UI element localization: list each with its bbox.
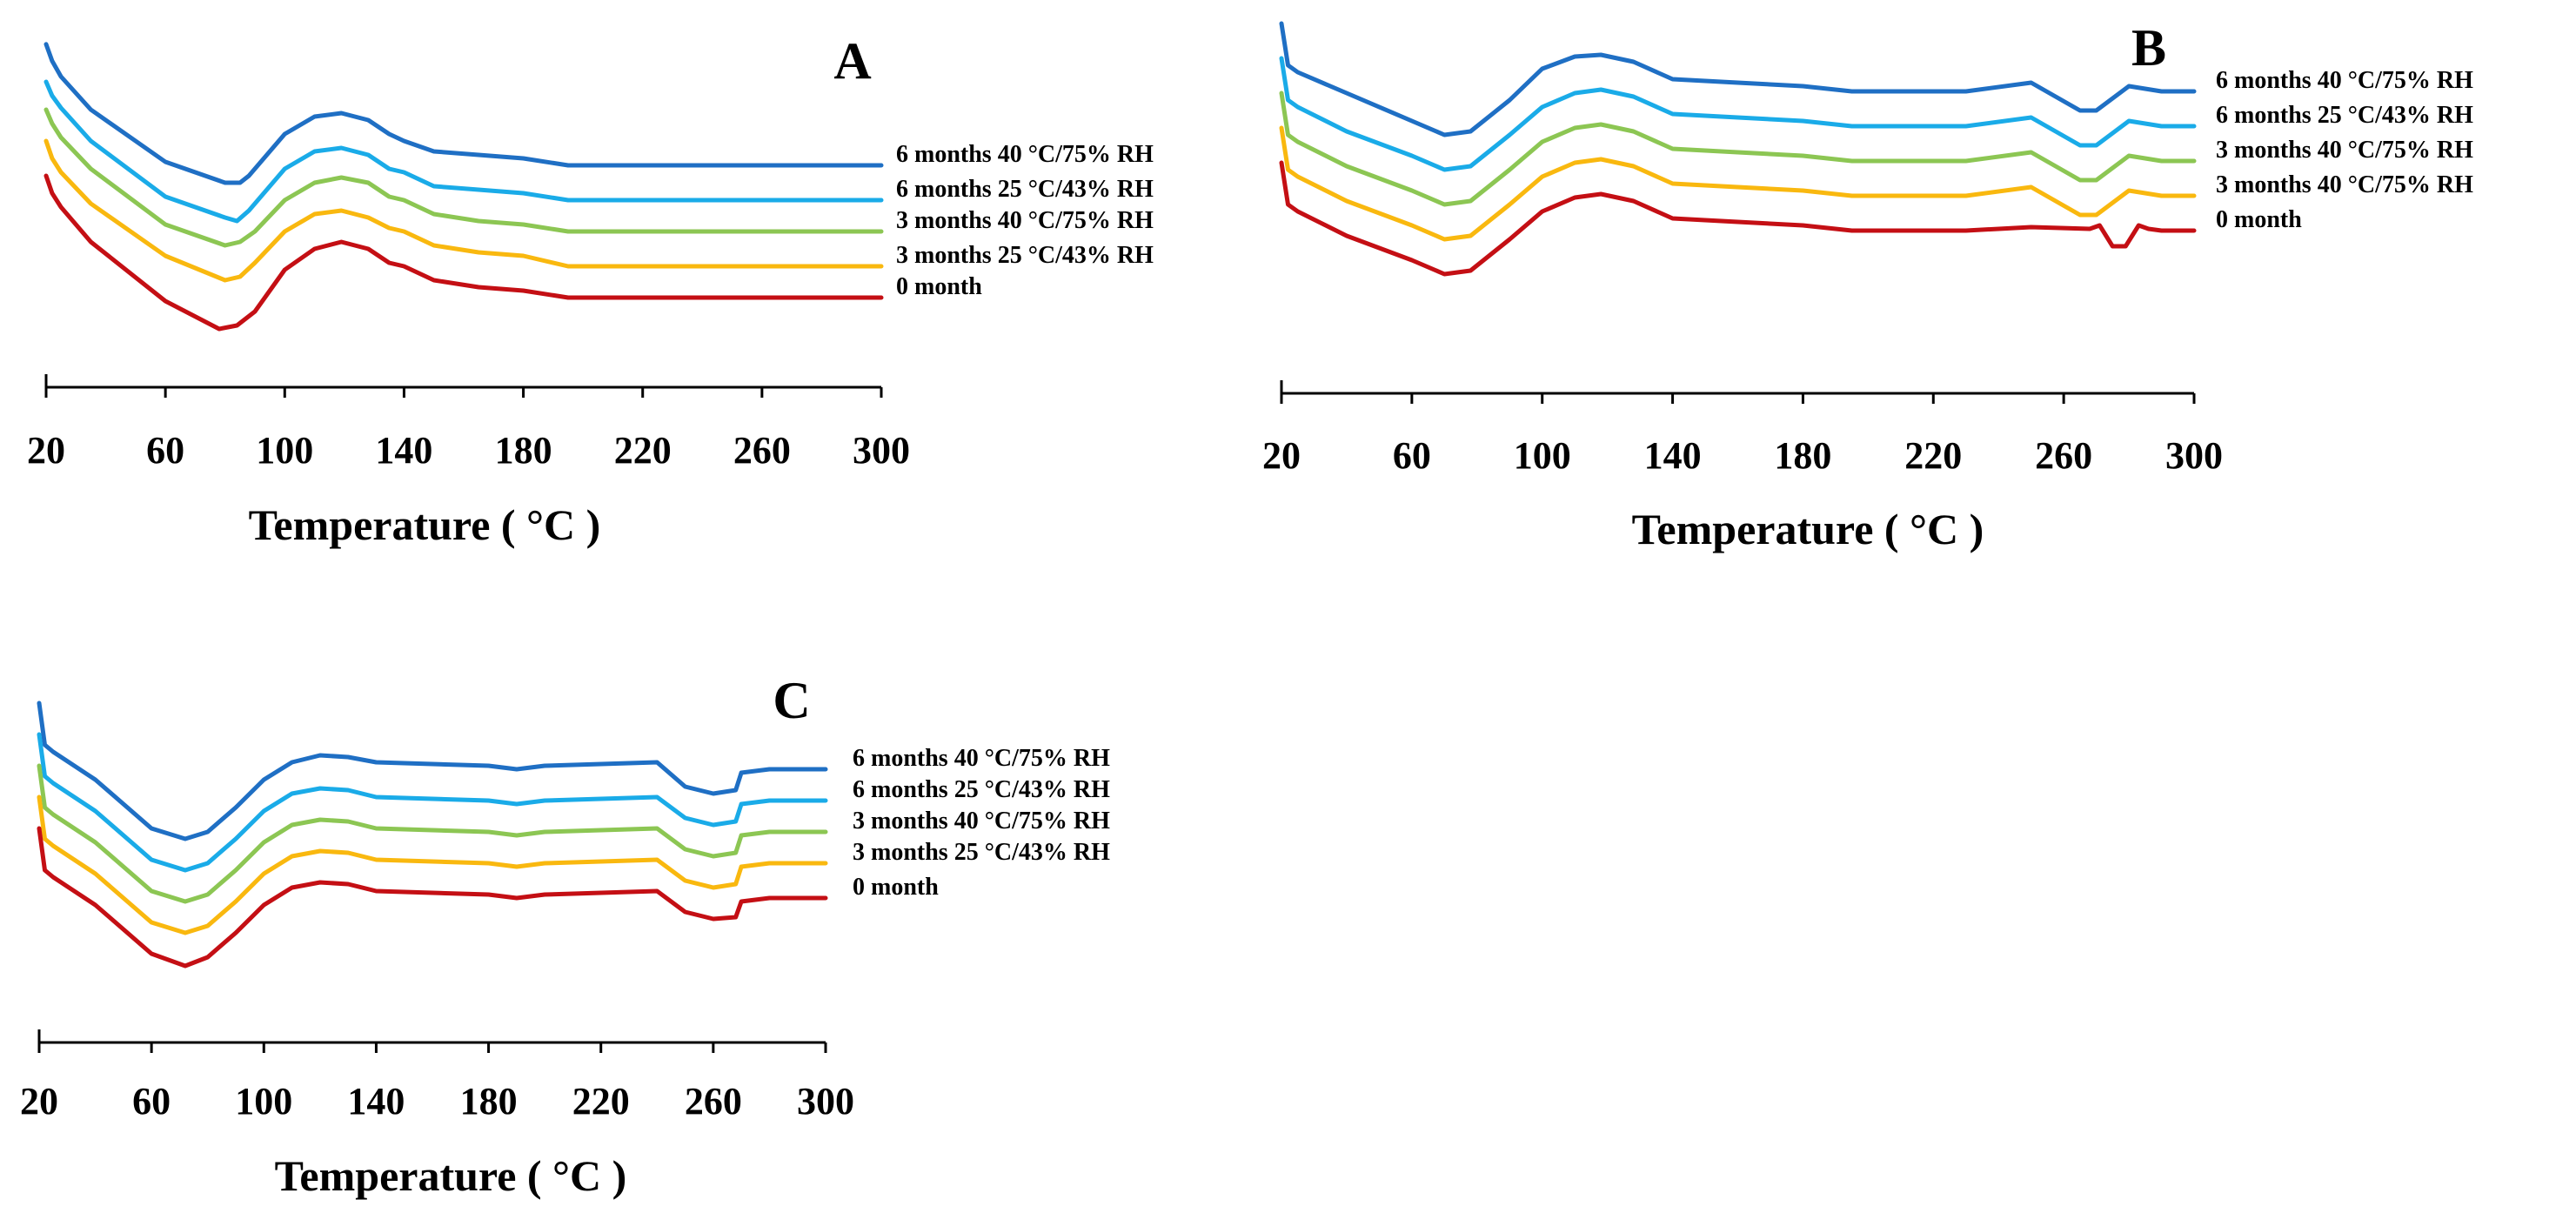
series-label: 6 months 40 °C/75% RH: [853, 745, 1110, 772]
x-tick-label: 100: [256, 429, 313, 472]
series-line: [37, 700, 828, 841]
series-line: [43, 79, 884, 224]
series-label: 6 months 25 °C/43% RH: [2216, 102, 2473, 129]
x-tick-label: 300: [2165, 434, 2223, 477]
x-tick-label: 180: [460, 1080, 518, 1123]
series-line: [1279, 90, 2197, 207]
x-tick-label: 300: [853, 429, 910, 472]
series-label: 3 months 25 °C/43% RH: [896, 242, 1154, 269]
x-tick-label: 60: [1393, 434, 1431, 477]
series-line: [43, 138, 884, 283]
series-line: [43, 173, 884, 332]
x-tick-label: 20: [1262, 434, 1301, 477]
series-line: [37, 732, 828, 873]
x-tick-label: 180: [1774, 434, 1831, 477]
x-tick-label: 220: [614, 429, 672, 472]
x-axis-title: Temperature ( °C ): [1632, 505, 1984, 553]
x-tick-label: 20: [27, 429, 65, 472]
panel-letter: C: [773, 672, 810, 729]
series-label: 0 month: [2216, 206, 2302, 233]
series-line: [1279, 21, 2197, 137]
series-label: 6 months 40 °C/75% RH: [896, 141, 1154, 168]
x-tick-label: 100: [235, 1080, 292, 1123]
panel-letter: B: [2131, 19, 2166, 77]
series-line: [1279, 56, 2197, 172]
series-label: 6 months 25 °C/43% RH: [853, 776, 1110, 803]
x-tick-label: 140: [1644, 434, 1702, 477]
x-tick-label: 60: [132, 1080, 171, 1123]
x-axis-title: Temperature ( °C ): [249, 500, 601, 549]
series-line: [37, 794, 828, 935]
series-label: 3 months 40 °C/75% RH: [2216, 171, 2473, 198]
x-tick-label: 180: [495, 429, 552, 472]
x-tick-label: 20: [20, 1080, 58, 1123]
series-label: 6 months 40 °C/75% RH: [2216, 67, 2473, 94]
x-tick-label: 140: [375, 429, 432, 472]
panel-letter: A: [833, 32, 871, 90]
x-tick-label: 140: [347, 1080, 405, 1123]
series-label: 3 months 40 °C/75% RH: [896, 207, 1154, 234]
series-line: [37, 763, 828, 904]
x-axis-title: Temperature ( °C ): [275, 1151, 627, 1200]
x-tick-label: 60: [146, 429, 184, 472]
panel-c: C 20 60 100 140 180 220 260 300 Temperature ( °C …: [20, 672, 1110, 1200]
series-label: 3 months 40 °C/75% RH: [2216, 137, 2473, 164]
x-tick-label: 220: [572, 1080, 630, 1123]
series-label: 3 months 25 °C/43% RH: [853, 839, 1110, 866]
series-line: [37, 826, 828, 969]
series-label: 0 month: [896, 273, 982, 300]
series-line: [1279, 160, 2197, 277]
series-line: [43, 42, 884, 185]
panel-b: B 20 60 100 140 180 220 260 300 Temperature ( °C …: [1262, 19, 2473, 553]
series-label: 6 months 25 °C/43% RH: [896, 176, 1154, 203]
series-line: [1279, 125, 2197, 242]
x-tick-label: 260: [685, 1080, 742, 1123]
x-tick-label: 260: [733, 429, 791, 472]
x-tick-label: 100: [1514, 434, 1571, 477]
panel-a: A 20 60 100 140 180 220 260 300 Temperature ( °C …: [27, 32, 1154, 549]
x-tick-label: 260: [2035, 434, 2092, 477]
series-line: [43, 107, 884, 248]
series-label: 0 month: [853, 874, 939, 901]
x-tick-label: 220: [1904, 434, 1962, 477]
series-label: 3 months 40 °C/75% RH: [853, 808, 1110, 835]
x-tick-label: 300: [797, 1080, 854, 1123]
